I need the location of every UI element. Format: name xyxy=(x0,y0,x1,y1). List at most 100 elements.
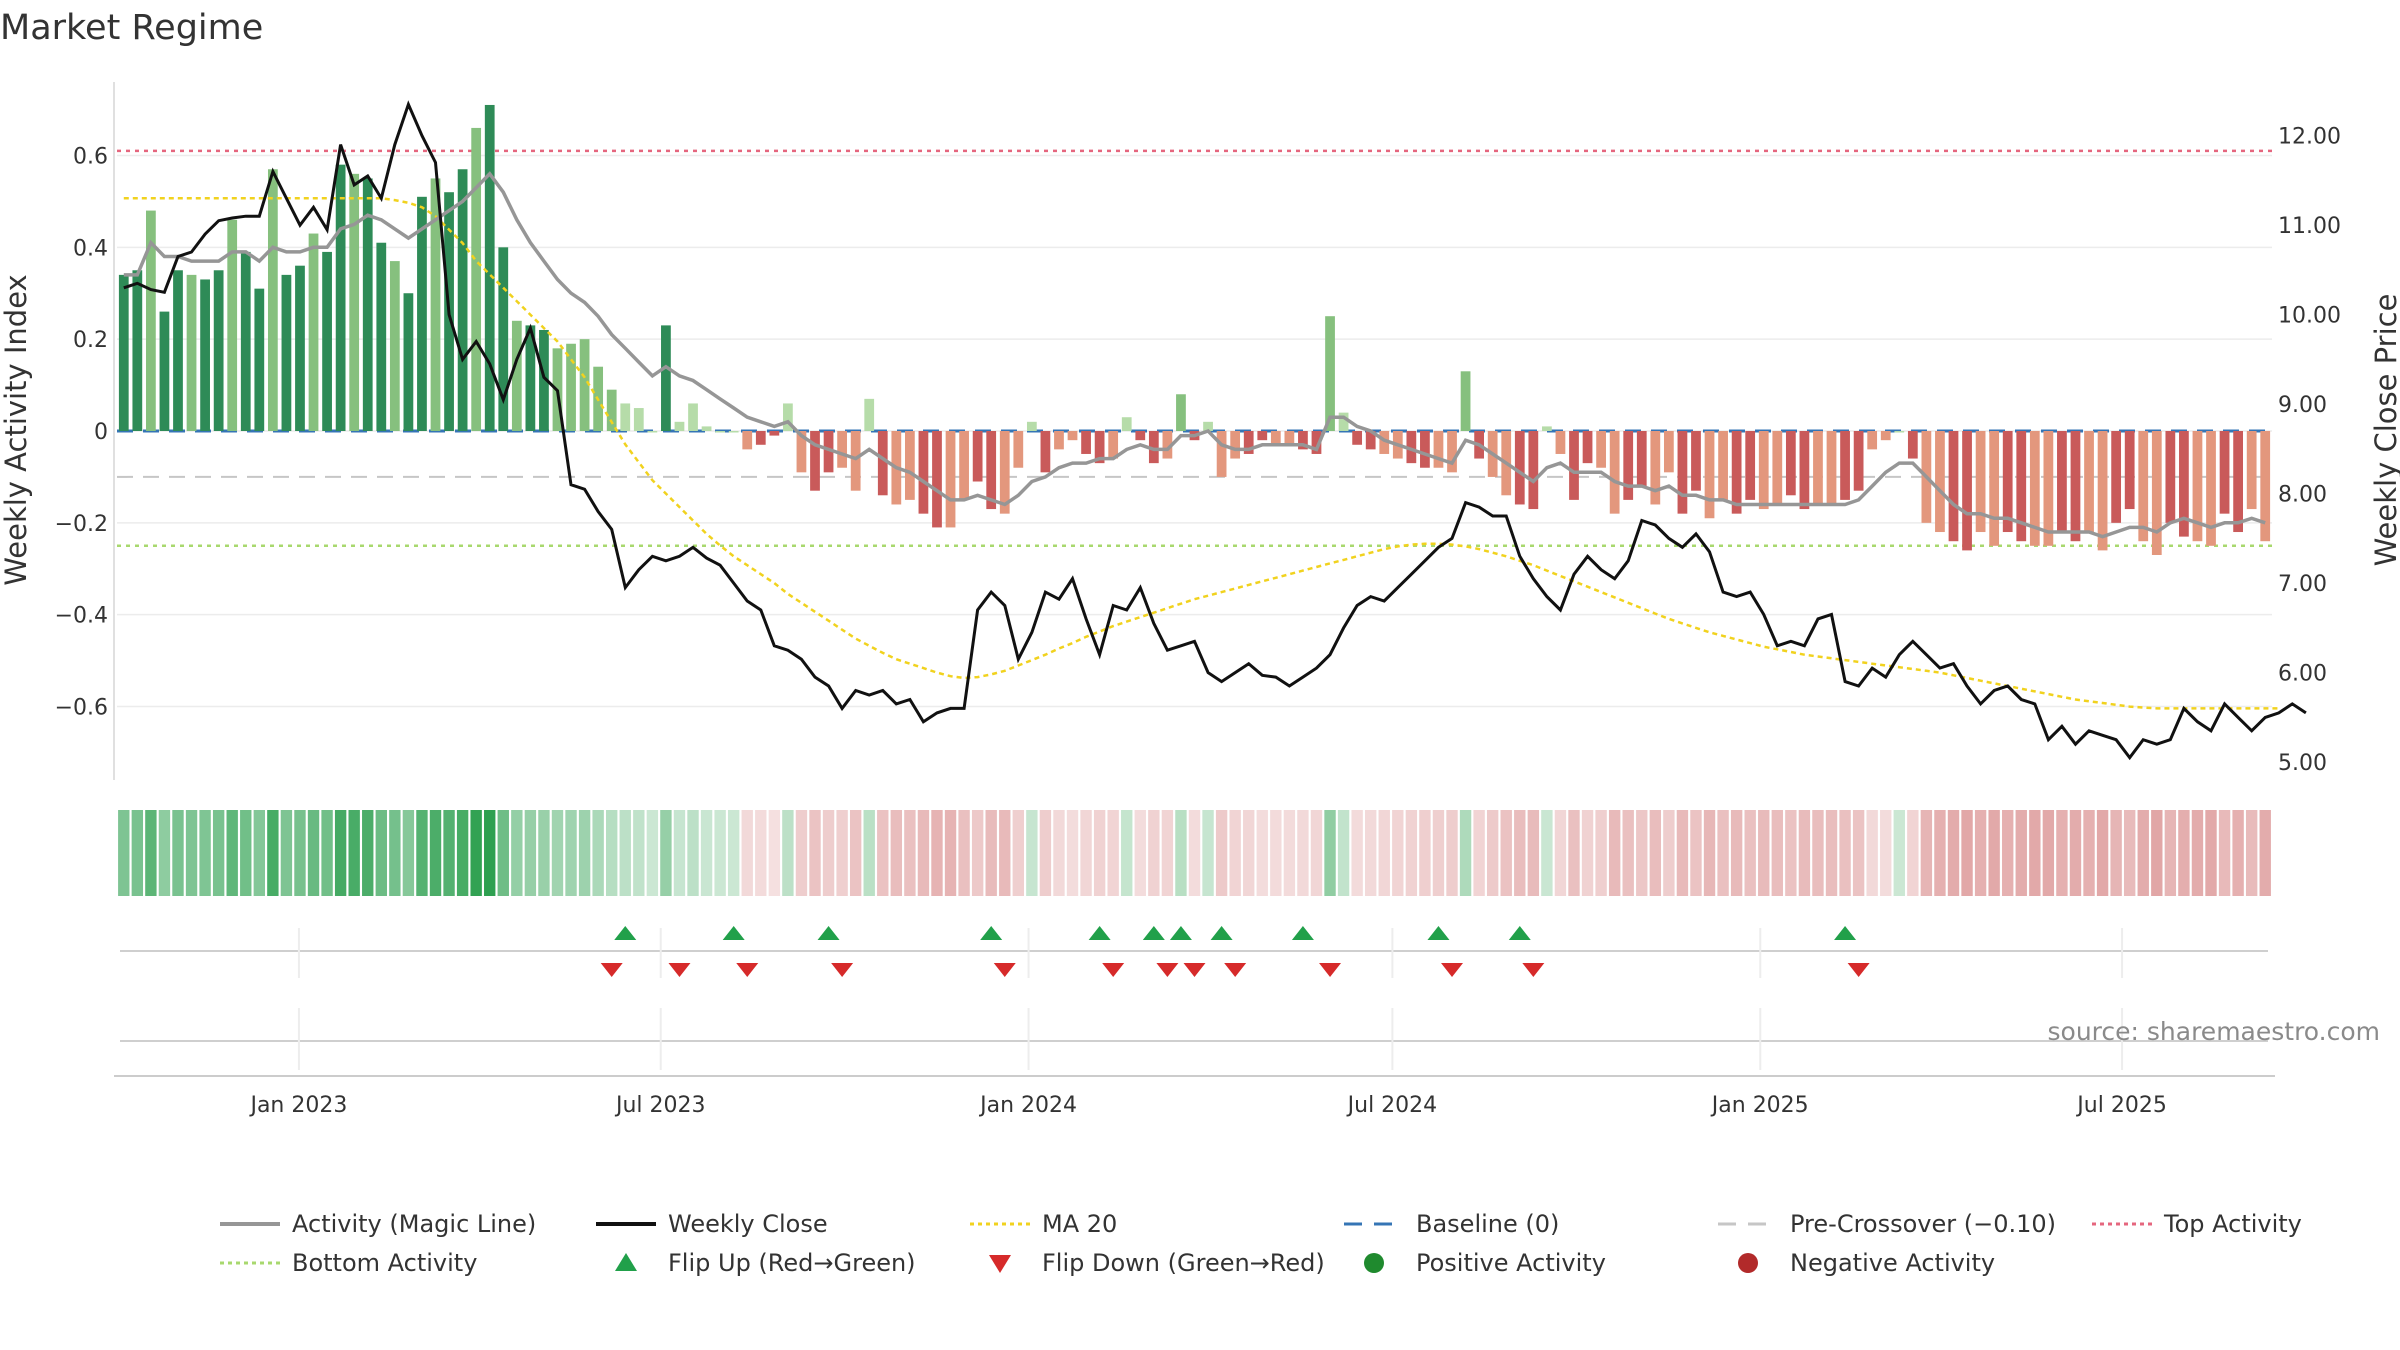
heat-cell xyxy=(1202,810,1214,896)
heat-cell xyxy=(443,810,455,896)
legend-item: MA 20 xyxy=(970,1210,1117,1238)
heat-cell xyxy=(944,810,957,896)
activity-bar xyxy=(1691,431,1701,491)
heat-cell xyxy=(416,810,428,896)
activity-bar xyxy=(2016,431,2027,542)
heat-cell xyxy=(700,810,713,896)
activity-bar xyxy=(1799,431,1810,510)
activity-bar xyxy=(945,431,956,528)
activity-bar xyxy=(1718,431,1728,500)
right-axis-title: Weekly Close Price xyxy=(2369,294,2400,567)
activity-bar xyxy=(2206,431,2216,546)
activity-bar xyxy=(1704,431,1715,519)
heat-cell xyxy=(2123,810,2136,896)
activity-bar xyxy=(1731,431,1742,514)
heat-cell xyxy=(1432,810,1445,896)
heat-cell xyxy=(484,810,496,896)
flip-up-marker xyxy=(980,926,1003,940)
heat-cell xyxy=(1839,810,1851,896)
activity-bar xyxy=(2111,431,2122,523)
heat-cell xyxy=(2056,810,2068,896)
heat-cell xyxy=(1337,810,1350,896)
activity-bar xyxy=(810,431,820,491)
activity-bar xyxy=(1975,431,1986,533)
x-tick-label: Jan 2024 xyxy=(978,1093,1077,1118)
heat-cell xyxy=(470,810,482,896)
heat-cell xyxy=(1039,810,1052,896)
flip-up-marker xyxy=(1088,926,1111,940)
heat-cell xyxy=(768,810,781,896)
heat-cell xyxy=(1365,810,1377,896)
left-tick-label: 0.2 xyxy=(73,328,108,353)
heat-cell xyxy=(267,810,279,896)
heat-cell xyxy=(1053,810,1065,896)
activity-bar xyxy=(877,431,888,496)
heat-cell xyxy=(1527,810,1540,896)
right-tick-label: 7.00 xyxy=(2278,572,2327,597)
heat-cell xyxy=(1310,810,1323,896)
heat-cell xyxy=(1730,810,1743,896)
regime-heat-strip xyxy=(118,810,2271,896)
activity-bar xyxy=(769,431,780,436)
left-y-ticks: −0.6 −0.4 −0.2 0 0.2 0.4 0.6 xyxy=(55,144,108,720)
heat-cell xyxy=(2232,810,2244,896)
heat-cell xyxy=(334,810,347,896)
heat-cell xyxy=(1080,810,1092,896)
legend-item: Activity (Magic Line) xyxy=(220,1210,536,1238)
legend-label: Flip Up (Red→Green) xyxy=(668,1249,916,1277)
activity-bar xyxy=(1880,431,1891,441)
activity-bar xyxy=(1352,431,1363,445)
heat-cell xyxy=(1297,810,1309,896)
ma20-line xyxy=(123,197,2279,710)
activity-bar xyxy=(2219,431,2230,514)
legend-label: Baseline (0) xyxy=(1416,1210,1559,1238)
heat-cell xyxy=(1541,810,1553,896)
heat-cell xyxy=(1324,810,1336,896)
activity-bar xyxy=(1609,431,1620,514)
legend-swatch xyxy=(1364,1253,1384,1273)
heat-cell xyxy=(809,810,821,896)
legend-swatch xyxy=(989,1255,1011,1273)
activity-bar xyxy=(1460,371,1471,431)
activity-bar xyxy=(240,251,251,431)
activity-bar xyxy=(2124,431,2135,510)
flip-down-marker xyxy=(831,963,854,977)
heat-cell xyxy=(1663,810,1675,896)
activity-bar xyxy=(376,242,387,431)
activity-bar xyxy=(728,431,739,433)
activity-bar xyxy=(566,343,576,431)
heat-cell xyxy=(2259,810,2271,896)
x-tick-label: Jan 2023 xyxy=(248,1093,347,1118)
heat-cell xyxy=(1717,810,1729,896)
heat-cell xyxy=(456,810,469,896)
activity-bar xyxy=(1636,431,1647,487)
heat-cell xyxy=(1256,810,1268,896)
activity-bar xyxy=(267,169,278,431)
activity-bar xyxy=(1785,431,1796,496)
heat-cell xyxy=(1920,810,1933,896)
activity-bar xyxy=(1121,417,1132,431)
legend-label: Weekly Close xyxy=(668,1210,828,1238)
heat-cell xyxy=(1148,810,1160,896)
heat-cell xyxy=(971,810,984,896)
activity-bar xyxy=(1054,431,1064,450)
activity-bar xyxy=(579,339,590,431)
heat-cell xyxy=(280,810,293,896)
activity-bar xyxy=(918,431,929,514)
heat-cell xyxy=(985,810,997,896)
heat-cell xyxy=(1947,810,1960,896)
legend-item: Bottom Activity xyxy=(220,1249,477,1277)
heat-cell xyxy=(1107,810,1119,896)
heat-cell xyxy=(619,810,631,896)
heat-cell xyxy=(633,810,645,896)
heat-cell xyxy=(1988,810,2000,896)
activity-bar xyxy=(1840,431,1850,500)
heat-cell xyxy=(877,810,889,896)
heat-cell xyxy=(1703,810,1716,896)
heat-cell xyxy=(2205,810,2217,896)
series-lines xyxy=(123,100,2307,761)
heat-cell xyxy=(646,810,659,896)
activity-bar xyxy=(2151,431,2162,555)
heat-cell xyxy=(1378,810,1390,896)
activity-bar xyxy=(389,261,400,431)
